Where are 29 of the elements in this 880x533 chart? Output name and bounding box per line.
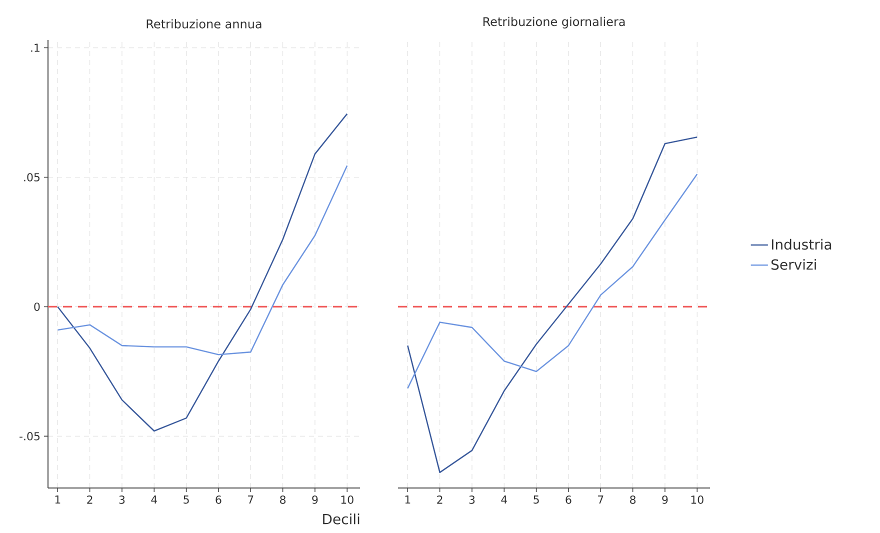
- x-tick-label: 5: [184, 496, 189, 504]
- y-tick-label: 0: [34, 302, 40, 311]
- x-tick-label: 8: [630, 496, 636, 504]
- x-tick-label: 2: [87, 496, 92, 504]
- x-tick-label: 3: [469, 496, 475, 504]
- x-tick-label: 9: [312, 496, 318, 504]
- x-tick-label: 4: [501, 496, 508, 504]
- y-tick-label: .05: [24, 173, 40, 182]
- x-tick-label: 3: [119, 496, 125, 504]
- chart-title: Retribuzione annua: [146, 19, 262, 28]
- y-tick-label: -.05: [20, 432, 40, 440]
- chart-title: Retribuzione giornaliera: [483, 16, 625, 28]
- x-tick-label: 8: [280, 496, 286, 504]
- x-tick-label: 1: [405, 496, 410, 504]
- x-tick-label: 7: [598, 496, 604, 504]
- x-tick-label: 1: [55, 496, 60, 504]
- x-tick-label: 9: [662, 496, 668, 504]
- y-tick-label: .1: [31, 44, 40, 52]
- x-tick-label: 10: [691, 496, 704, 504]
- x-tick-label: 10: [341, 496, 354, 504]
- x-tick-label: 7: [248, 496, 254, 504]
- x-tick-label: 6: [566, 496, 572, 504]
- legend-label: Industria: [772, 238, 832, 250]
- x-tick-label: 4: [151, 496, 158, 504]
- x-tick-label: 6: [216, 496, 222, 504]
- x-axis-title: Decili: [323, 514, 360, 524]
- x-tick-label: 5: [534, 496, 539, 504]
- x-tick-label: 2: [437, 496, 442, 504]
- legend-label: Servizi: [771, 259, 816, 270]
